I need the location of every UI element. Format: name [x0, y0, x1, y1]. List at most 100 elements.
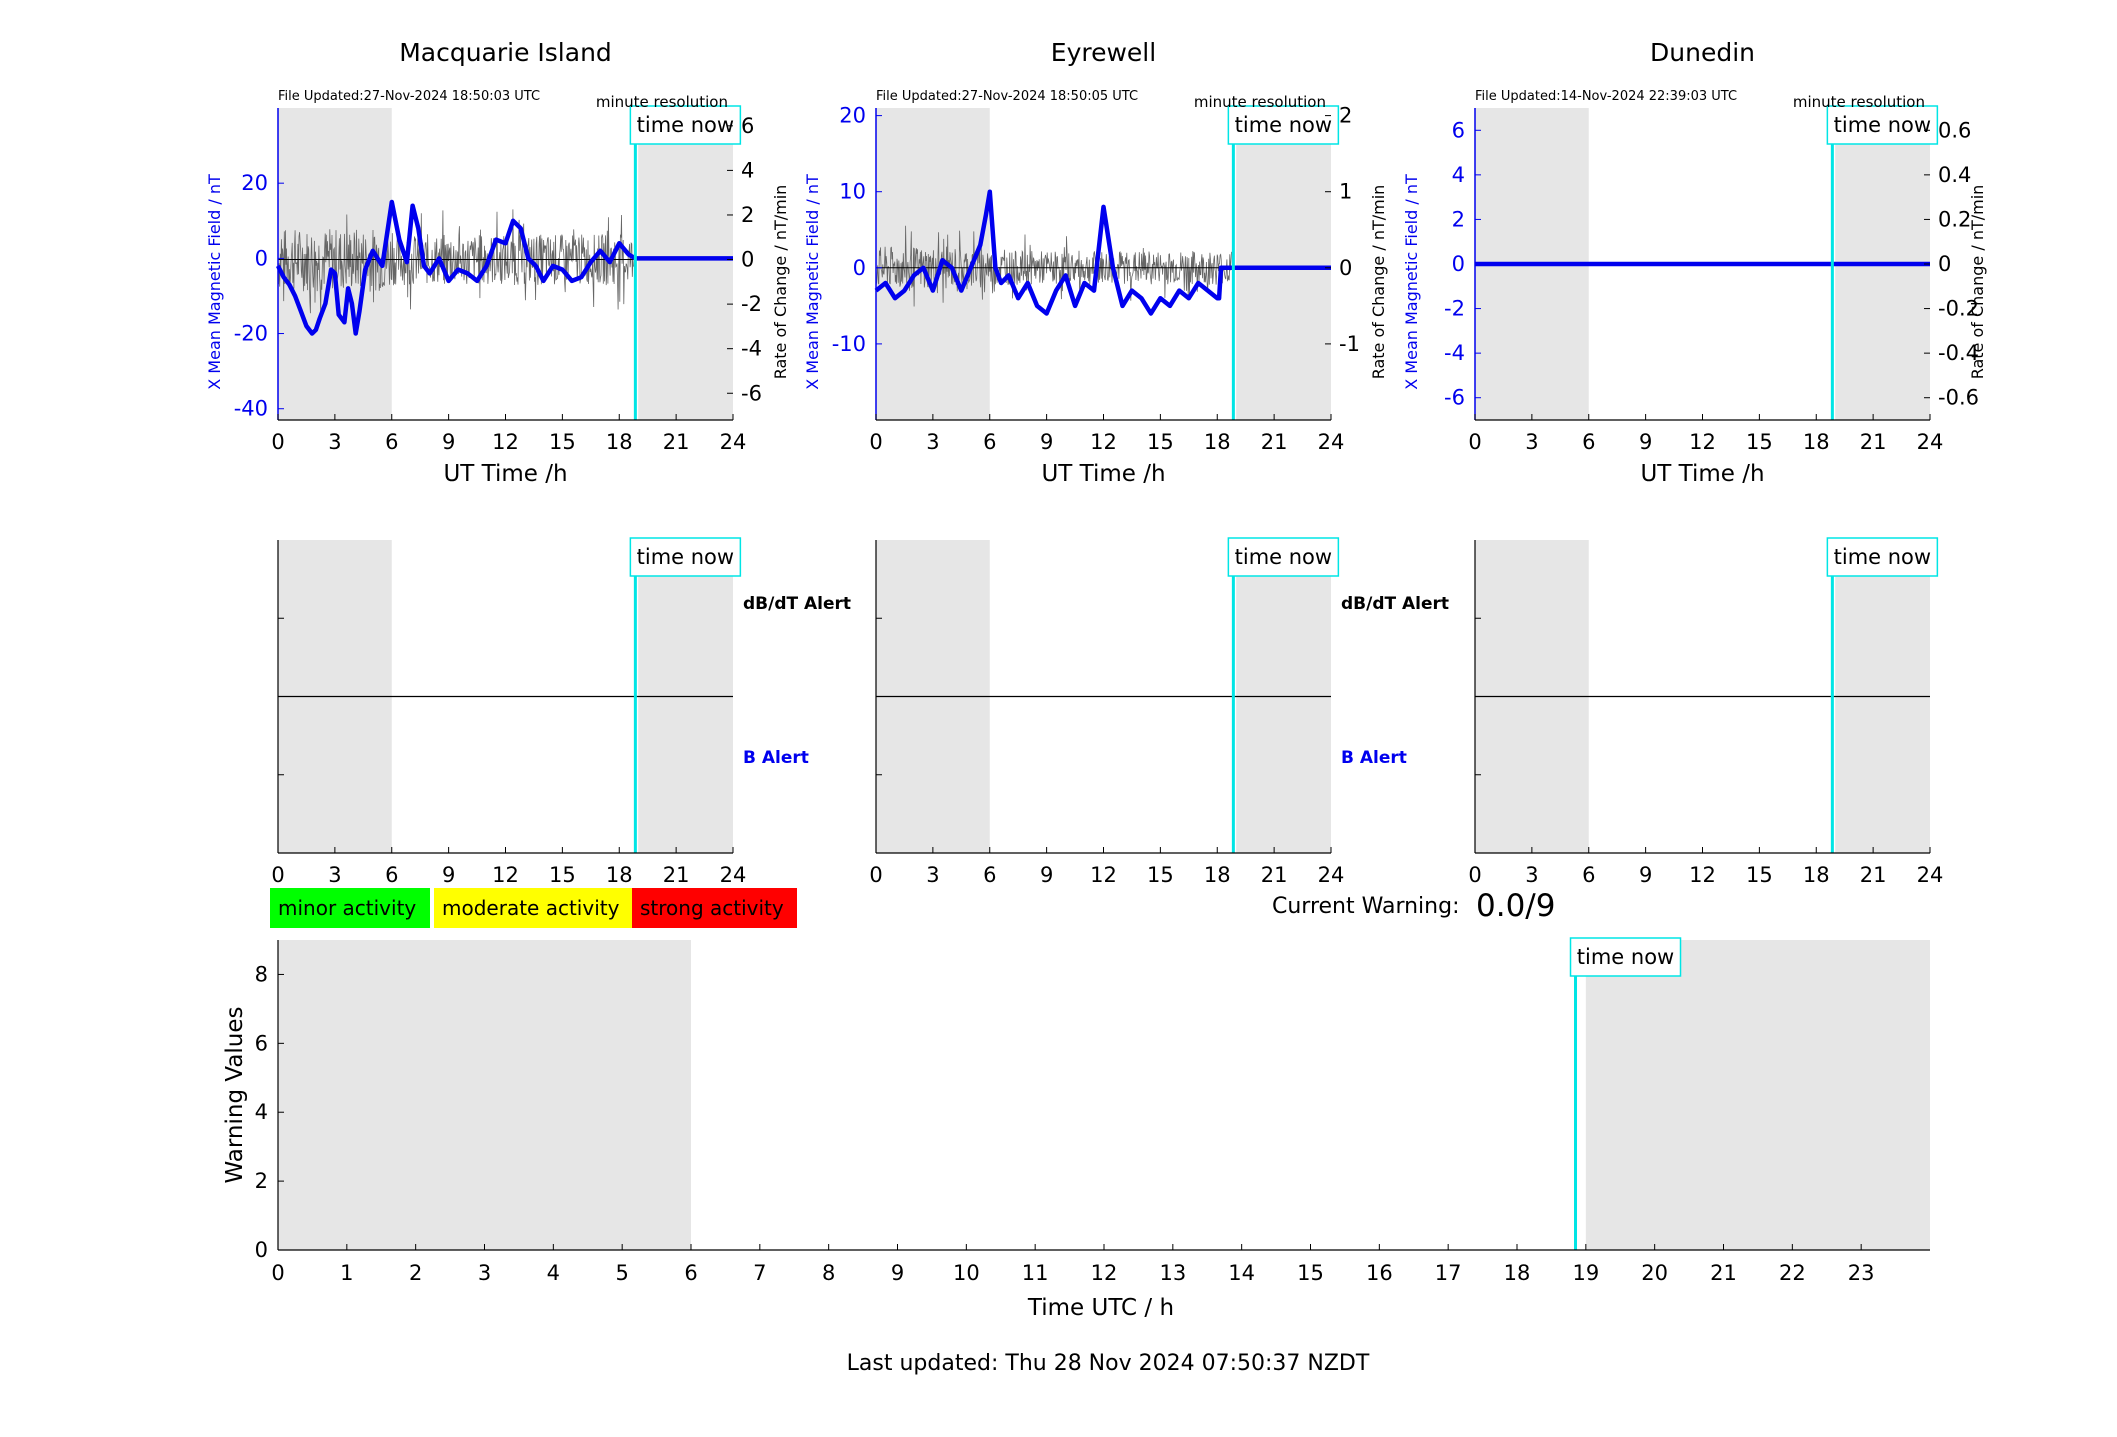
y-left-tick-label: -4 — [1444, 341, 1465, 365]
x-tick-label: 2 — [409, 1261, 422, 1285]
time-now-box — [1227, 105, 1340, 145]
x-tick-label: 8 — [822, 1261, 835, 1285]
minute-resolution-text: minute resolution — [1793, 93, 1925, 111]
x-tick-label: 6 — [684, 1261, 697, 1285]
panel-title: Macquarie Island — [399, 38, 612, 67]
time-now-label: time now — [1834, 545, 1931, 569]
y-right-tick-label: 6 — [741, 114, 754, 138]
y-left-tick-label: 10 — [839, 180, 866, 204]
x-tick-label: 22 — [1779, 1261, 1806, 1285]
time-now-label: time now — [1577, 945, 1674, 969]
panel-title: Dunedin — [1650, 38, 1755, 67]
y-right-axis-label: Rate of Change / nT/min — [1968, 185, 1987, 380]
time-now-label: time now — [1834, 113, 1931, 137]
x-tick-label: 9 — [442, 863, 455, 887]
minute-resolution-text: minute resolution — [596, 93, 728, 111]
x-tick-label: 12 — [492, 863, 519, 887]
x-tick-label: 18 — [606, 863, 633, 887]
b-alert-label: B Alert — [1341, 748, 1407, 768]
x-tick-label: 9 — [1040, 430, 1053, 454]
y-left-tick-label: -10 — [832, 332, 866, 356]
x-tick-label: 3 — [328, 863, 341, 887]
y-left-tick-label: 0 — [255, 246, 268, 270]
shade-region — [1585, 940, 1930, 1250]
x-tick-label: 6 — [983, 430, 996, 454]
dbdt-alert-label: dB/dT Alert — [743, 594, 851, 614]
y-right-tick-label: 2 — [741, 203, 754, 227]
time-now-box — [1826, 537, 1939, 577]
y-left-tick-label: 4 — [1452, 163, 1465, 187]
y-right-tick-label: 0 — [1938, 252, 1951, 276]
x-tick-label: 10 — [953, 1261, 980, 1285]
y-right-tick-label: -6 — [741, 381, 762, 405]
alert-panel-1: time now 0 3 6 9 12 15 18 21 24 dB/dT Alert B Alert — [869, 537, 1449, 887]
x-tick-label: 9 — [1639, 430, 1652, 454]
x-tick-label: 18 — [606, 430, 633, 454]
x-tick-label: 4 — [547, 1261, 560, 1285]
y-tick-label: 6 — [255, 1031, 268, 1055]
x-tick-label: 15 — [1147, 863, 1174, 887]
x-tick-label: 0 — [271, 863, 284, 887]
x-tick-label: 13 — [1159, 1261, 1186, 1285]
x-tick-label: 12 — [1090, 430, 1117, 454]
x-tick-label: 12 — [1091, 1261, 1118, 1285]
x-tick-label: 3 — [478, 1261, 491, 1285]
x-tick-label: 9 — [442, 430, 455, 454]
y-right-tick-label: 2 — [1339, 104, 1352, 128]
shade-region — [1236, 108, 1331, 420]
x-tick-label: 12 — [1689, 430, 1716, 454]
x-tick-label: 23 — [1848, 1261, 1875, 1285]
y-left-tick-label: -2 — [1444, 297, 1465, 321]
x-tick-label: 16 — [1366, 1261, 1393, 1285]
y-left-axis-label: X Mean Magnetic Field / nT — [1402, 174, 1421, 390]
current-warning-label: Current Warning: — [1272, 894, 1459, 919]
current-warning-value: 0.0/9 — [1476, 888, 1555, 924]
y-tick-label: 8 — [255, 962, 268, 986]
x-tick-label: 0 — [271, 430, 284, 454]
x-tick-label: 20 — [1641, 1261, 1668, 1285]
y-right-tick-label: -4 — [741, 337, 762, 361]
x-tick-label: 6 — [983, 863, 996, 887]
x-tick-label: 18 — [1504, 1261, 1531, 1285]
file-updated-text: File Updated:27-Nov-2024 18:50:05 UTC — [876, 89, 1138, 104]
x-tick-label: 12 — [492, 430, 519, 454]
y-left-axis-label: X Mean Magnetic Field / nT — [205, 174, 224, 390]
time-now-box — [1569, 937, 1682, 977]
x-tick-label: 7 — [753, 1261, 766, 1285]
x-tick-label: 0 — [869, 863, 882, 887]
x-tick-label: 15 — [1297, 1261, 1324, 1285]
y-right-tick-label: -0.6 — [1938, 386, 1979, 410]
x-tick-label: 6 — [1582, 863, 1595, 887]
x-tick-label: 18 — [1204, 430, 1231, 454]
alert-panel-2: time now 0 3 6 9 12 15 18 21 24 — [1468, 537, 1943, 887]
x-tick-label: 21 — [1860, 430, 1887, 454]
y-left-tick-label: -40 — [234, 397, 268, 421]
b-alert-label: B Alert — [743, 748, 809, 768]
x-tick-label: 17 — [1435, 1261, 1462, 1285]
y-right-tick-label: 0 — [1339, 256, 1352, 280]
x-tick-label: 24 — [1917, 430, 1944, 454]
y-left-tick-label: 0 — [853, 256, 866, 280]
x-tick-label: 19 — [1572, 1261, 1599, 1285]
y-left-tick-label: -20 — [234, 322, 268, 346]
y-tick-label: 2 — [255, 1169, 268, 1193]
time-now-label: time now — [637, 545, 734, 569]
magnetic-field-line — [874, 189, 1331, 316]
y-right-tick-label: -1 — [1339, 332, 1360, 356]
x-tick-label: 5 — [615, 1261, 628, 1285]
x-tick-label: 21 — [1261, 863, 1288, 887]
x-tick-label: 6 — [385, 430, 398, 454]
x-tick-label: 12 — [1090, 863, 1117, 887]
y-right-tick-label: -2 — [741, 292, 762, 316]
y-left-tick-label: 2 — [1452, 207, 1465, 231]
x-tick-label: 0 — [271, 1261, 284, 1285]
x-tick-label: 3 — [926, 430, 939, 454]
x-axis-label: UT Time /h — [443, 461, 567, 487]
legend-label-1: moderate activity — [442, 896, 620, 920]
x-tick-label: 1 — [340, 1261, 353, 1285]
legend-swatch-0 — [270, 888, 430, 928]
y-right-tick-label: 1 — [1339, 180, 1352, 204]
